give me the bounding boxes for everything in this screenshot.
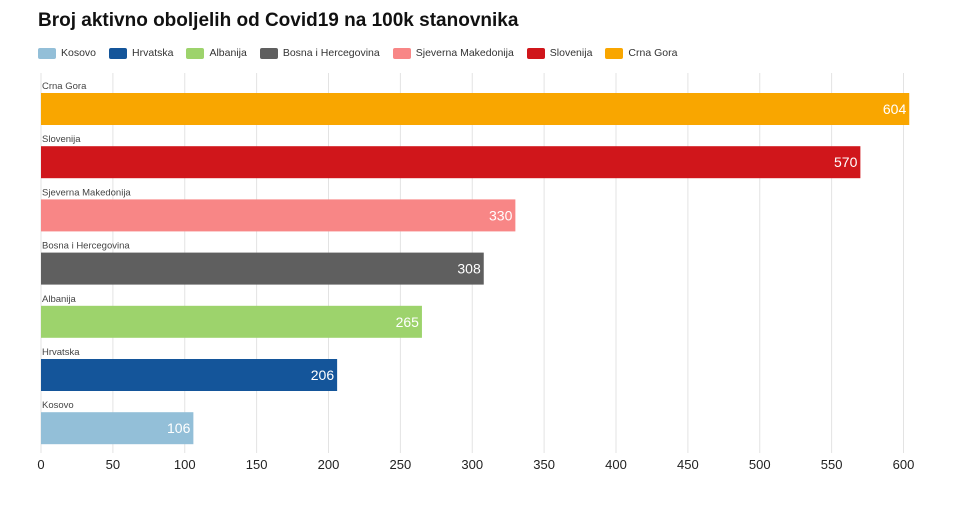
- legend-item[interactable]: Kosovo: [38, 47, 96, 59]
- x-tick-label: 450: [677, 457, 699, 472]
- legend-swatch: [392, 47, 411, 59]
- x-tick-label: 150: [246, 457, 268, 472]
- legend-label: Crna Gora: [628, 47, 678, 59]
- x-tick-label: 200: [318, 457, 340, 472]
- category-label: Crna Gora: [42, 81, 87, 92]
- x-tick-label: 50: [106, 457, 120, 472]
- category-label: Bosna i Hercegovina: [42, 241, 130, 252]
- chart-title: Broj aktivno oboljelih od Covid19 na 100…: [38, 10, 519, 31]
- legend-swatch: [38, 47, 56, 59]
- legend-label: Hrvatska: [132, 47, 174, 59]
- legend-item[interactable]: Bosna i Hercegovina: [259, 47, 380, 59]
- legend-item[interactable]: Crna Gora: [605, 47, 677, 59]
- bar: [41, 199, 516, 232]
- legend-item[interactable]: Albanija: [186, 47, 247, 59]
- x-tick-label: 500: [749, 457, 771, 472]
- chart-legend: Kosovo Hrvatska Albanija Bosna i Hercegovin…: [38, 45, 690, 61]
- bar: [41, 412, 194, 445]
- legend-label: Bosna i Hercegovina: [282, 47, 380, 59]
- x-tick-label: 400: [605, 457, 627, 472]
- legend-swatch: [526, 47, 545, 59]
- legend-label: Slovenija: [549, 47, 593, 59]
- legend-swatch: [109, 47, 128, 59]
- category-label: Sjeverna Makedonija: [42, 187, 131, 198]
- x-tick-label: 600: [893, 457, 915, 472]
- data-label: 604: [883, 101, 907, 117]
- category-label: Albanija: [42, 294, 77, 305]
- data-label: 570: [834, 154, 858, 170]
- x-tick-label: 100: [174, 457, 196, 472]
- category-label: Slovenija: [42, 134, 81, 145]
- x-tick-label: 0: [37, 457, 44, 472]
- legend-swatch: [186, 47, 205, 59]
- bar: [41, 305, 422, 338]
- x-tick-label: 550: [821, 457, 843, 472]
- x-tick-label: 350: [533, 457, 555, 472]
- bar: [41, 252, 484, 285]
- bar: [41, 93, 910, 125]
- bar: [41, 359, 338, 391]
- legend-label: Kosovo: [61, 47, 97, 59]
- x-tick-label: 300: [461, 457, 483, 472]
- category-label: Kosovo: [42, 400, 74, 411]
- bar: [41, 146, 861, 179]
- legend-item[interactable]: Hrvatska: [109, 47, 173, 59]
- data-label: 265: [396, 314, 420, 330]
- category-label: Hrvatska: [42, 347, 80, 358]
- data-label: 206: [311, 367, 335, 383]
- data-label: 330: [489, 207, 513, 223]
- legend-swatch: [605, 47, 624, 59]
- legend-swatch: [259, 47, 278, 59]
- legend-label: Albanija: [209, 47, 247, 59]
- legend-label: Sjeverna Makedonija: [415, 47, 514, 59]
- legend-item[interactable]: Sjeverna Makedonija: [392, 47, 514, 59]
- legend-item[interactable]: Slovenija: [526, 47, 593, 59]
- data-label: 106: [167, 420, 191, 436]
- x-tick-label: 250: [390, 457, 412, 472]
- data-label: 308: [457, 261, 481, 277]
